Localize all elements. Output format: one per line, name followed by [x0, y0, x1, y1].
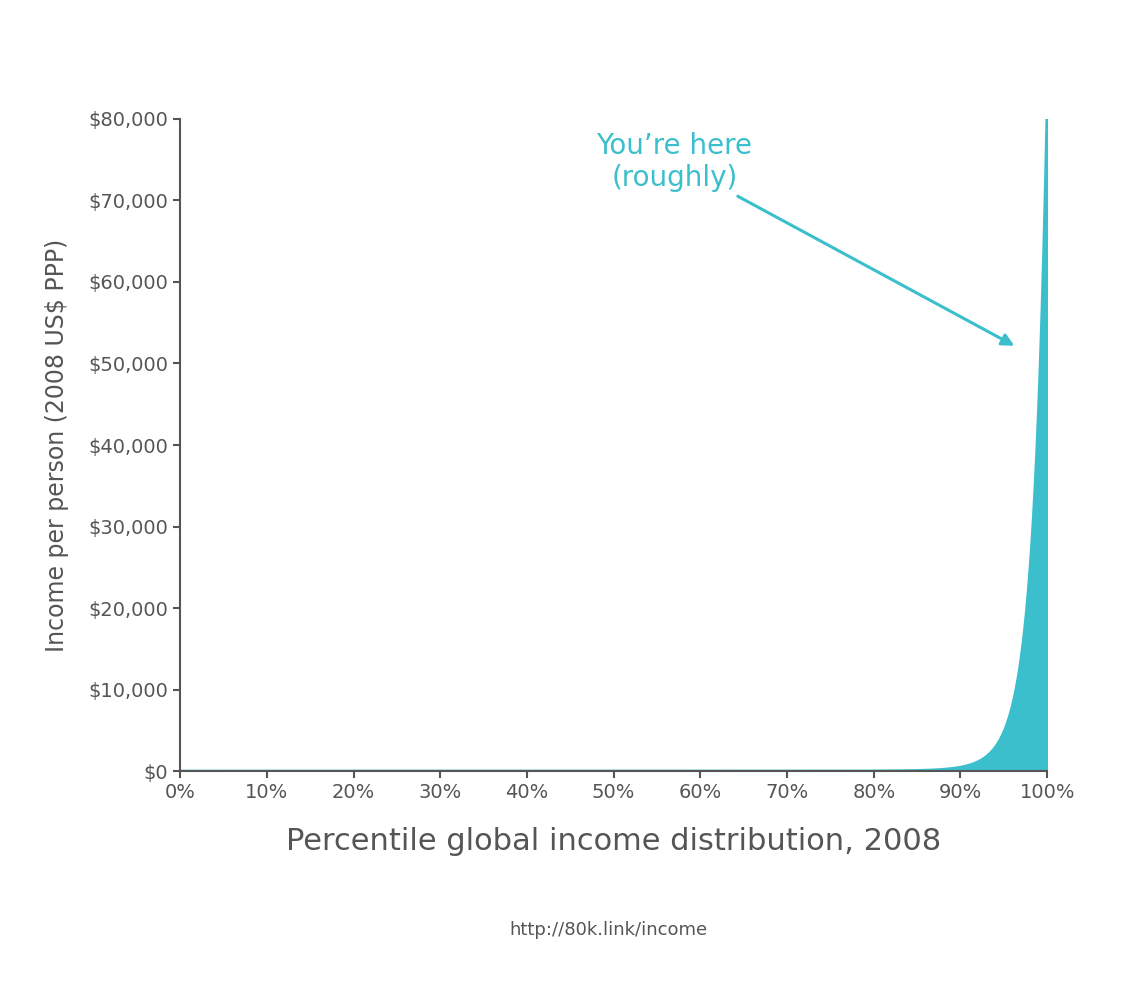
Y-axis label: Income per person (2008 US$ PPP): Income per person (2008 US$ PPP) — [45, 238, 69, 652]
Text: You’re here
(roughly): You’re here (roughly) — [597, 132, 1011, 344]
X-axis label: Percentile global income distribution, 2008: Percentile global income distribution, 2… — [286, 827, 941, 856]
Text: http://80k.link/income: http://80k.link/income — [509, 921, 707, 939]
